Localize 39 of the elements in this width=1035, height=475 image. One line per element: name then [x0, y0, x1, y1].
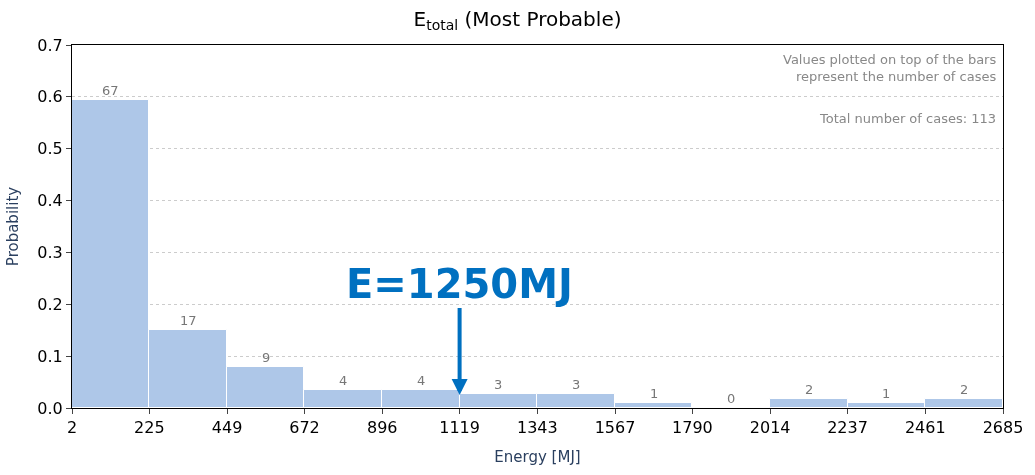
annotation: 1: [650, 386, 659, 401]
annotation: 3: [494, 377, 503, 392]
annotation: Total number of cases: 113: [819, 111, 997, 126]
x-tick-label: 1790: [672, 418, 713, 438]
y-axis-title: Probability: [3, 186, 22, 267]
annotation: 1: [882, 386, 891, 401]
x-axis-title: Energy [MJ]: [494, 448, 581, 467]
y-tick-label: 0.0: [37, 398, 63, 418]
x-tick-label: 2685: [982, 418, 1024, 438]
x-tick-label: 1343: [516, 418, 558, 438]
annotation: 2: [805, 382, 814, 397]
annotation: 2: [960, 382, 969, 397]
annotation: E=1250MJ: [346, 261, 573, 307]
x-tick-label: 2: [66, 418, 78, 438]
y-tick-label: 0.4: [37, 191, 63, 211]
x-tick-label: 896: [366, 418, 398, 438]
chart-title: E$_{total}$ (Most Probable): [413, 6, 622, 34]
x-tick-label: 225: [134, 418, 165, 438]
x-tick-label: 2237: [827, 418, 868, 438]
x-tick-label: 1119: [439, 418, 480, 438]
x-tick-label: 1567: [594, 418, 636, 438]
x-tick-label: 2461: [904, 418, 946, 438]
y-tick-label: 0.7: [37, 35, 63, 55]
y-tick-label: 0.6: [37, 87, 63, 107]
annotation: 4: [417, 373, 426, 388]
annotation: 17: [180, 313, 197, 328]
y-tick-label: 0.3: [37, 243, 63, 263]
annotation: 4: [339, 373, 348, 388]
y-tick-label: 0.1: [37, 346, 63, 366]
annotation: 9: [262, 350, 271, 365]
annotation: Values plotted on top of the bars represent the number of cases: [783, 52, 997, 84]
y-tick-label: 0.5: [37, 139, 63, 159]
annotation: 67: [102, 83, 119, 98]
annotation: 3: [572, 377, 581, 392]
x-tick-label: 672: [289, 418, 320, 438]
y-tick-label: 0.2: [37, 294, 63, 314]
annotation: 0: [727, 391, 736, 406]
x-tick-label: 449: [211, 418, 243, 438]
x-tick-label: 2014: [749, 418, 791, 438]
